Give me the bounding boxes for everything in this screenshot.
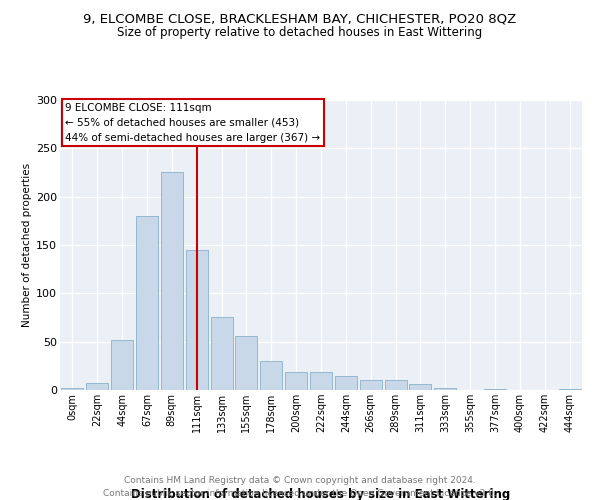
Text: 9, ELCOMBE CLOSE, BRACKLESHAM BAY, CHICHESTER, PO20 8QZ: 9, ELCOMBE CLOSE, BRACKLESHAM BAY, CHICH…	[83, 12, 517, 26]
Text: Contains public sector information licensed under the Open Government Licence v3: Contains public sector information licen…	[103, 489, 497, 498]
X-axis label: Distribution of detached houses by size in East Wittering: Distribution of detached houses by size …	[131, 488, 511, 500]
Bar	[484, 389, 506, 390]
Bar	[186, 250, 208, 390]
Bar	[86, 383, 108, 390]
Bar	[310, 372, 332, 390]
Bar	[434, 388, 456, 390]
Bar	[235, 336, 257, 390]
Bar	[360, 380, 382, 390]
Bar	[559, 389, 581, 390]
Y-axis label: Number of detached properties: Number of detached properties	[22, 163, 32, 327]
Text: Size of property relative to detached houses in East Wittering: Size of property relative to detached ho…	[118, 26, 482, 39]
Bar	[111, 340, 133, 390]
Bar	[409, 384, 431, 390]
Bar	[385, 380, 407, 390]
Bar	[335, 376, 357, 390]
Text: 9 ELCOMBE CLOSE: 111sqm
← 55% of detached houses are smaller (453)
44% of semi-d: 9 ELCOMBE CLOSE: 111sqm ← 55% of detache…	[65, 103, 320, 142]
Bar	[260, 361, 282, 390]
Bar	[136, 216, 158, 390]
Bar	[211, 316, 233, 390]
Bar	[161, 172, 183, 390]
Bar	[285, 372, 307, 390]
Text: Contains HM Land Registry data © Crown copyright and database right 2024.: Contains HM Land Registry data © Crown c…	[124, 476, 476, 485]
Bar	[61, 388, 83, 390]
